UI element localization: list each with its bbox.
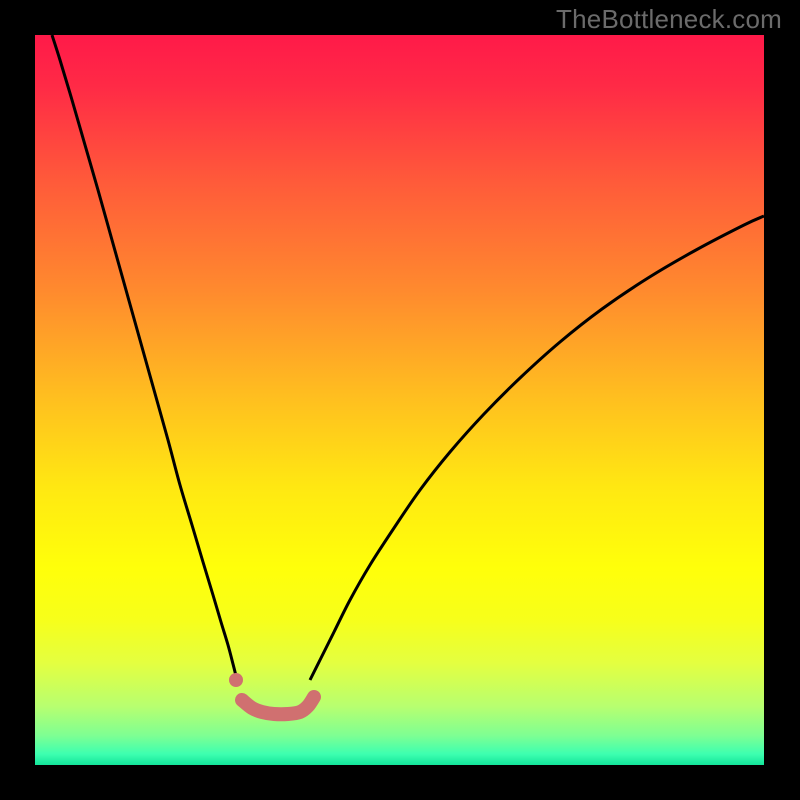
chart-stage: TheBottleneck.com (0, 0, 800, 800)
curve-left (52, 35, 237, 680)
flat-segment-dot (229, 673, 243, 687)
watermark-text: TheBottleneck.com (556, 4, 782, 35)
curve-right (310, 216, 764, 680)
flat-segment (242, 697, 314, 714)
curves-layer (35, 35, 764, 765)
plot-area (35, 35, 764, 765)
